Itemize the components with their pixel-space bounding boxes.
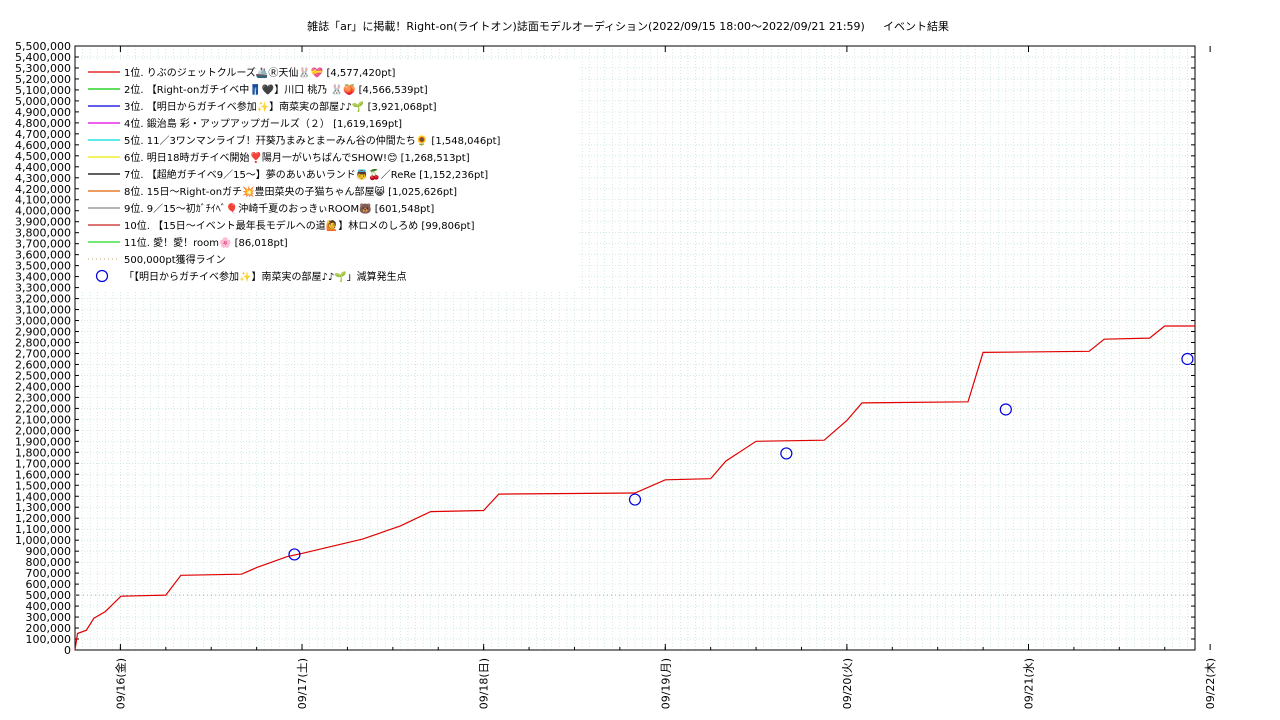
x-tick-label: 09/21(水) <box>1023 658 1036 709</box>
legend-entry: 「【明日からガチイベ参加✨】南菜実の部屋♪♪🌱」減算発生点 <box>124 270 407 283</box>
y-tick-label: 5,100,000 <box>15 84 71 97</box>
legend-entry: 9位. 9／15〜初ｶﾞﾁｲﾍﾞ🎈沖崎千夏のおっきぃROOM🐻 [601,548… <box>124 202 434 215</box>
deduction-marker <box>780 447 793 460</box>
y-tick-label: 5,200,000 <box>15 73 71 86</box>
legend-swatch <box>95 269 109 283</box>
y-tick-label: 700,000 <box>26 567 72 580</box>
y-tick-label: 3,100,000 <box>15 304 71 317</box>
y-tick-label: 4,600,000 <box>15 139 71 152</box>
y-tick-label: 1,500,000 <box>15 479 71 492</box>
y-tick-label: 2,000,000 <box>15 424 71 437</box>
chart-title: 雑誌「ar」に掲載！Right-on(ライトオン)誌面モデルオーディション(20… <box>307 19 865 33</box>
y-tick-label: 3,900,000 <box>15 216 71 229</box>
y-tick-label: 4,700,000 <box>15 128 71 141</box>
y-tick-label: 1,200,000 <box>15 512 71 525</box>
y-tick-label: 3,800,000 <box>15 227 71 240</box>
legend-entry: 11位. 愛！愛！room🌸 [86,018pt] <box>124 236 288 249</box>
y-tick-label: 1,100,000 <box>15 523 71 536</box>
y-tick-label: 2,700,000 <box>15 347 71 360</box>
y-tick-label: 2,800,000 <box>15 337 71 350</box>
x-tick-label: 09/22(木) <box>1204 658 1217 709</box>
y-tick-label: 1,700,000 <box>15 457 71 470</box>
legend-entry: 500,000pt獲得ライン <box>124 253 226 266</box>
legend-box <box>80 60 578 290</box>
x-axis: 09/16(金) 09/17(土) 09/18(日) 09/19(月) 09/20(火)… <box>74 46 1217 709</box>
y-tick-label: 4,300,000 <box>15 172 71 185</box>
y-tick-label: 3,700,000 <box>15 238 71 251</box>
legend-entry: 1位. りぶのジェットクルーズ🚢Ⓡ天仙🐰💝 [4,577,420pt] <box>124 66 396 79</box>
y-tick-label: 5,500,000 <box>15 40 71 53</box>
y-axis: 0100,000200,000300,000400,000500,000600,… <box>15 40 1195 657</box>
deduction-marker <box>628 493 642 506</box>
plot-frame <box>74 45 1196 651</box>
y-tick-label: 2,900,000 <box>15 326 71 339</box>
y-tick-label: 200,000 <box>26 622 72 635</box>
y-tick-label: 1,000,000 <box>15 534 71 547</box>
legend-entry: 6位. 明日18時ガチイベ開始❣️陽月一がいちばんでSHOW!😊 [1,268,… <box>124 151 470 164</box>
legend-entry: 10位. 【15日〜イベント最年長モデルへの道🙋】林ロメのしろめ [99,806… <box>124 219 475 232</box>
x-tick-label: 09/17(土) <box>296 658 309 709</box>
y-tick-label: 300,000 <box>26 611 72 624</box>
y-tick-label: 1,300,000 <box>15 501 71 514</box>
y-tick-label: 500,000 <box>26 589 72 602</box>
y-tick-label: 1,900,000 <box>15 435 71 448</box>
y-tick-label: 5,400,000 <box>15 51 71 64</box>
y-tick-label: 3,400,000 <box>15 271 71 284</box>
x-tick-label: 09/19(月) <box>659 658 672 709</box>
legend-entry: 7位. 【超絶ガチイベ9／15〜】夢のあいあいランド👼🍒／ReRe [1,152… <box>124 168 488 181</box>
y-tick-label: 5,000,000 <box>15 95 71 108</box>
y-tick-label: 4,800,000 <box>15 117 71 130</box>
deduction-marker <box>1181 352 1194 366</box>
y-tick-label: 4,400,000 <box>15 161 71 174</box>
y-tick-label: 4,100,000 <box>15 194 71 207</box>
y-tick-label: 3,300,000 <box>15 282 71 295</box>
legend-entry: 2位. 【Right-onガチイベ中👖🖤】川口 桃乃 🐰🍑 [4,566,539… <box>124 83 428 96</box>
y-tick-label: 400,000 <box>26 600 72 613</box>
y-tick-label: 2,600,000 <box>15 358 71 371</box>
chart-subtitle: イベント結果 <box>883 19 949 33</box>
y-tick-label: 100,000 <box>26 633 72 646</box>
y-tick-label: 4,500,000 <box>15 150 71 163</box>
y-tick-label: 4,000,000 <box>15 205 71 218</box>
y-tick-label: 3,500,000 <box>15 260 71 273</box>
x-tick-label: 09/16(金) <box>113 658 127 709</box>
y-tick-label: 0 <box>64 644 71 657</box>
y-tick-label: 3,600,000 <box>15 249 71 262</box>
legend: 1位. りぶのジェットクルーズ🚢Ⓡ天仙🐰💝 [4,577,420pt] 2位. 【… <box>80 60 578 290</box>
series-line-1 <box>74 325 1195 651</box>
legend-entry: 3位. 【明日からガチイベ参加✨】南菜実の部屋♪♪🌱 [3,921,068pt] <box>124 100 437 113</box>
y-tick-label: 4,200,000 <box>15 183 71 196</box>
y-tick-label: 5,300,000 <box>15 62 71 75</box>
y-tick-label: 2,500,000 <box>15 369 71 382</box>
series-lines <box>74 325 1195 651</box>
y-tick-label: 1,800,000 <box>15 446 71 459</box>
legend-entry: 8位. 15日〜Right-onガチ💥豊田菜央の子猫ちゃん部屋😸 [1,025,… <box>124 185 457 198</box>
y-tick-label: 2,400,000 <box>15 380 71 393</box>
y-tick-label: 3,000,000 <box>15 315 71 328</box>
y-tick-label: 2,300,000 <box>15 391 71 404</box>
x-tick-label: 09/20(火) <box>841 658 854 709</box>
y-tick-label: 1,600,000 <box>15 468 71 481</box>
x-tick-label: 09/18(日) <box>478 658 491 709</box>
y-tick-label: 4,900,000 <box>15 106 71 119</box>
deduction-marker <box>288 548 301 561</box>
legend-entry: 4位. 鍛治島 彩・アップアップガールズ（２） [1,619,169pt] <box>124 117 402 130</box>
y-tick-label: 2,100,000 <box>15 413 71 426</box>
deduction-marker <box>999 403 1012 416</box>
y-tick-label: 1,400,000 <box>15 490 71 503</box>
y-tick-label: 900,000 <box>26 545 72 558</box>
y-tick-label: 800,000 <box>26 556 72 569</box>
y-tick-label: 2,200,000 <box>15 402 71 415</box>
deduction-markers <box>288 352 1194 561</box>
legend-entry: 5位. 11／3ワンマンライブ！幵葵乃まみとまーみん谷の仲間たち🌻 [1,548… <box>124 134 500 147</box>
y-tick-label: 3,200,000 <box>15 293 71 306</box>
y-tick-label: 600,000 <box>26 578 72 591</box>
